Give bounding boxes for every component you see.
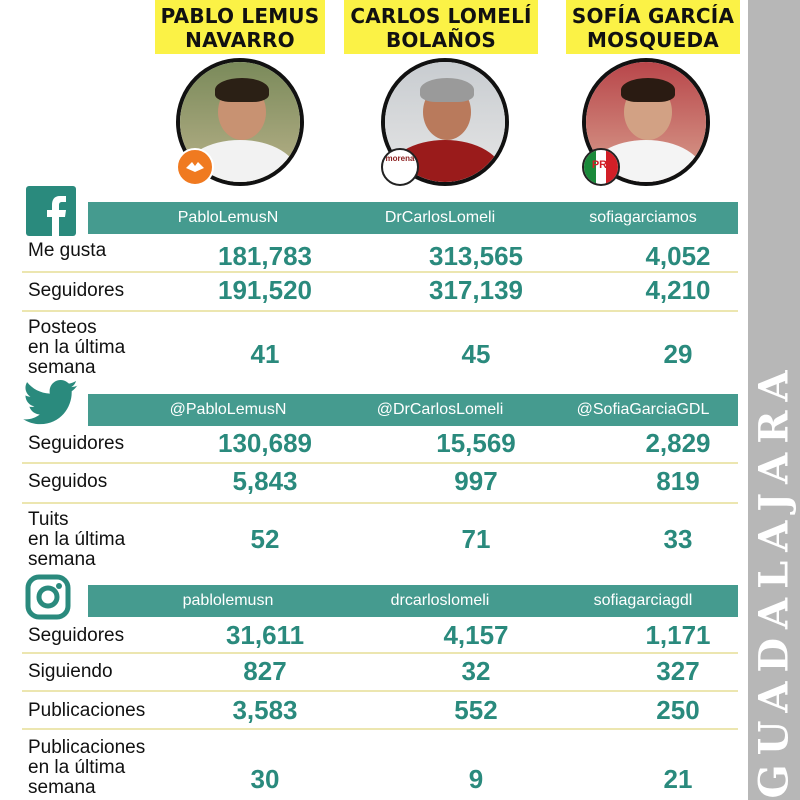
candidate-header-2: CARLOS LOMELÍ BOLAÑOS — [343, 0, 539, 54]
row-value: 819 — [656, 466, 700, 496]
row-label: Tuits en la última semana — [28, 509, 126, 570]
row-label: Publicaciones — [28, 700, 146, 721]
region-side-bar — [748, 0, 800, 800]
row-value: 5,843 — [232, 466, 298, 496]
row-value: 33 — [663, 524, 693, 554]
table-row: Siguiendo 827 32 327 — [22, 654, 738, 692]
row-label: Siguiendo — [28, 661, 113, 682]
row-value: 130,689 — [218, 428, 312, 458]
morena-logo: morena — [381, 148, 419, 186]
row-value: 181,783 — [218, 241, 312, 271]
row-value: 3,583 — [232, 695, 298, 725]
candidate-name: SOFÍA GARCÍA MOSQUEDA — [565, 0, 741, 54]
table-row: Seguidores 31,611 4,157 1,171 — [22, 618, 738, 654]
row-value: 827 — [243, 656, 287, 686]
row-value: 327 — [656, 656, 700, 686]
facebook-accounts-bar: PabloLemusN DrCarlosLomeli sofiagarciamo… — [88, 202, 738, 234]
candidate-name: CARLOS LOMELÍ BOLAÑOS — [344, 0, 538, 54]
account-name: @DrCarlosLomeli — [376, 401, 504, 418]
facebook-icon — [26, 186, 76, 241]
account-name: drcarloslomeli — [390, 592, 490, 609]
instagram-accounts-bar: pablolemusn drcarloslomeli sofiagarciagd… — [88, 585, 738, 617]
pri-logo: PRI — [582, 148, 620, 186]
candidate-photo-2 — [381, 58, 509, 186]
account-name: pablolemusn — [182, 592, 274, 609]
candidate-photo-3 — [582, 58, 710, 186]
row-label: Seguidores — [28, 433, 125, 454]
movimiento-ciudadano-logo — [176, 148, 214, 186]
row-value: 1,171 — [645, 620, 711, 650]
table-row: Posteos en la última semana 41 45 29 — [22, 312, 738, 382]
row-label: Posteos en la última semana — [28, 317, 126, 378]
row-value: 191,520 — [218, 275, 312, 305]
row-value: 997 — [454, 466, 498, 496]
table-row: Publicaciones en la última semana 30 9 2… — [22, 732, 738, 798]
row-value: 317,139 — [429, 275, 523, 305]
row-label: Me gusta — [28, 240, 107, 261]
table-row: Seguidores 130,689 15,569 2,829 — [22, 426, 738, 464]
account-name: sofiagarciagdl — [593, 592, 693, 609]
table-row: Seguidores 191,520 317,139 4,210 — [22, 273, 738, 312]
row-value: 41 — [250, 339, 280, 369]
instagram-icon — [25, 574, 71, 625]
row-label: Seguidores — [28, 625, 125, 646]
row-value: 21 — [663, 764, 693, 794]
candidate-name: PABLO LEMUS NAVARRO — [154, 0, 326, 54]
account-name: DrCarlosLomeli — [384, 209, 496, 226]
row-value: 9 — [468, 764, 484, 794]
row-value: 15,569 — [436, 428, 516, 458]
table-row: Me gusta 181,783 313,565 4,052 — [22, 234, 738, 273]
table-row: Tuits en la última semana 52 71 33 — [22, 504, 738, 574]
row-label: Publicaciones en la última semana — [28, 737, 146, 798]
row-value: 45 — [461, 339, 491, 369]
row-value: 71 — [461, 524, 491, 554]
account-name: @SofiaGarciaGDL — [576, 401, 710, 418]
table-row: Seguidos 5,843 997 819 — [22, 464, 738, 504]
account-name: sofiagarciamos — [589, 209, 697, 226]
row-label: Seguidores — [28, 280, 125, 301]
row-label: Seguidos — [28, 471, 108, 492]
row-value: 4,052 — [645, 241, 711, 271]
account-name: PabloLemusN — [177, 209, 279, 226]
row-value: 31,611 — [225, 620, 305, 650]
table-row: Publicaciones 3,583 552 250 — [22, 692, 738, 730]
row-value: 29 — [663, 339, 693, 369]
row-value: 313,565 — [429, 241, 523, 271]
twitter-accounts-bar: @PabloLemusN @DrCarlosLomeli @SofiaGarci… — [88, 394, 738, 426]
candidate-header-3: SOFÍA GARCÍA MOSQUEDA — [560, 0, 746, 54]
row-value: 552 — [454, 695, 498, 725]
row-value: 2,829 — [645, 428, 711, 458]
account-name: @PabloLemusN — [169, 401, 287, 418]
twitter-icon — [22, 380, 80, 431]
row-value: 4,210 — [645, 275, 711, 305]
row-value: 32 — [461, 656, 491, 686]
row-value: 4,157 — [443, 620, 509, 650]
row-value: 30 — [250, 764, 280, 794]
candidate-header-1: PABLO LEMUS NAVARRO — [145, 0, 335, 54]
row-value: 250 — [656, 695, 700, 725]
row-value: 52 — [250, 524, 280, 554]
